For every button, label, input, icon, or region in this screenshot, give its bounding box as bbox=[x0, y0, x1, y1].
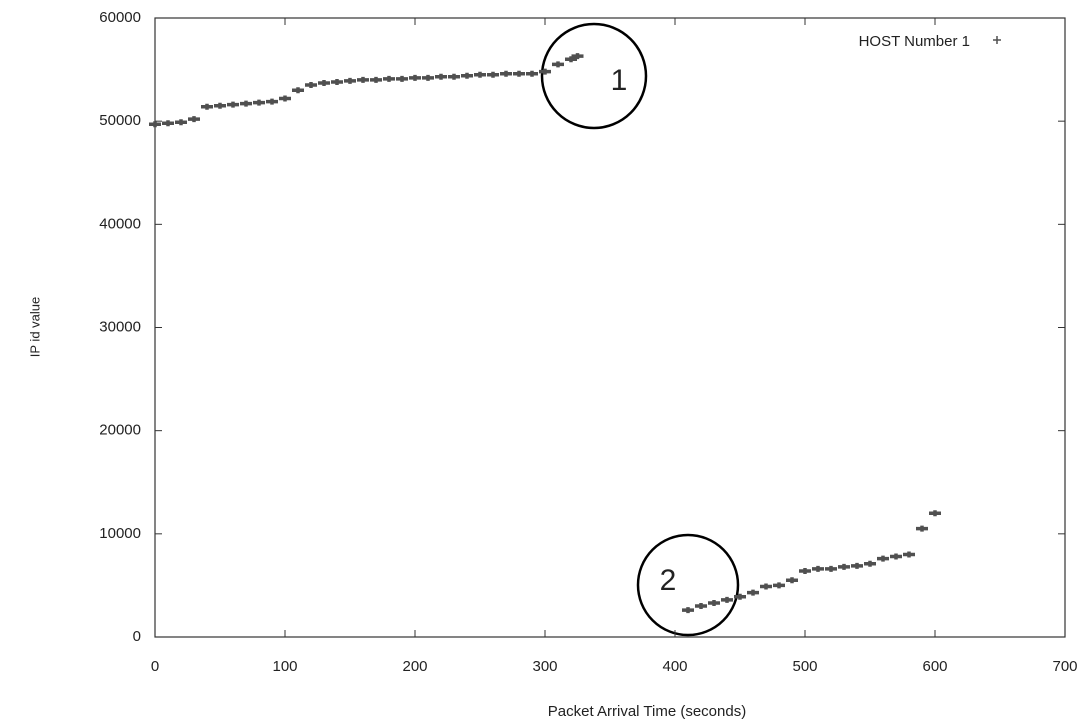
point bbox=[227, 101, 239, 108]
point bbox=[565, 56, 577, 63]
y-tick-label: 60000 bbox=[99, 9, 141, 26]
point bbox=[552, 61, 564, 68]
legend-label: HOST Number 1 bbox=[859, 33, 970, 50]
point bbox=[890, 553, 902, 560]
point bbox=[474, 71, 486, 78]
point bbox=[812, 565, 824, 572]
point bbox=[526, 70, 538, 77]
x-axis-label: Packet Arrival Time (seconds) bbox=[548, 703, 746, 720]
point bbox=[799, 567, 811, 574]
annotation: 1 bbox=[611, 64, 628, 97]
point bbox=[409, 74, 421, 81]
point bbox=[877, 555, 889, 562]
point bbox=[305, 82, 317, 89]
x-tick-label: 700 bbox=[1052, 658, 1077, 675]
point bbox=[864, 560, 876, 567]
point bbox=[201, 103, 213, 110]
point bbox=[357, 76, 369, 83]
point bbox=[253, 99, 265, 106]
point bbox=[487, 71, 499, 78]
point bbox=[292, 87, 304, 94]
point bbox=[240, 100, 252, 107]
x-tick-label: 500 bbox=[792, 658, 817, 675]
annotation: 2 bbox=[660, 564, 677, 597]
point bbox=[786, 577, 798, 584]
point bbox=[571, 53, 584, 60]
point bbox=[760, 583, 772, 590]
point bbox=[175, 119, 187, 126]
point bbox=[708, 599, 720, 606]
point bbox=[331, 78, 343, 85]
x-tick-label: 600 bbox=[922, 658, 947, 675]
legend-marker bbox=[993, 36, 1001, 44]
point bbox=[461, 72, 473, 79]
point bbox=[448, 73, 460, 80]
point bbox=[214, 102, 226, 109]
point bbox=[435, 73, 447, 80]
point bbox=[916, 525, 928, 532]
point bbox=[370, 76, 382, 83]
point bbox=[773, 582, 785, 589]
point bbox=[903, 551, 915, 558]
point bbox=[344, 77, 356, 84]
point bbox=[422, 74, 434, 81]
point bbox=[929, 510, 941, 517]
annotation-circle bbox=[636, 533, 740, 637]
point bbox=[838, 563, 850, 570]
y-tick-label: 20000 bbox=[99, 422, 141, 439]
point bbox=[162, 120, 174, 127]
point bbox=[500, 70, 512, 77]
point bbox=[721, 596, 733, 603]
point bbox=[825, 565, 837, 572]
point bbox=[747, 589, 759, 596]
point bbox=[383, 75, 395, 82]
y-tick-label: 40000 bbox=[99, 215, 141, 232]
plot-frame bbox=[154, 17, 1066, 638]
x-tick-label: 400 bbox=[662, 658, 687, 675]
point bbox=[513, 70, 525, 77]
point bbox=[734, 593, 746, 600]
x-tick-label: 200 bbox=[402, 658, 427, 675]
x-tick-label: 0 bbox=[151, 658, 159, 675]
y-tick-label: 0 bbox=[133, 628, 141, 645]
y-tick-label: 10000 bbox=[99, 525, 141, 542]
point bbox=[695, 603, 707, 610]
point bbox=[266, 98, 278, 105]
point bbox=[396, 75, 408, 82]
y-tick-label: 50000 bbox=[99, 112, 141, 129]
y-tick-label: 30000 bbox=[99, 318, 141, 335]
y-axis-label: IP id value bbox=[27, 297, 42, 357]
point bbox=[318, 79, 330, 86]
point bbox=[149, 121, 161, 128]
point bbox=[851, 562, 863, 569]
x-tick-label: 100 bbox=[272, 658, 297, 675]
annotation-circle bbox=[540, 22, 648, 130]
point bbox=[279, 95, 291, 102]
point bbox=[682, 607, 694, 614]
point bbox=[188, 116, 200, 123]
x-tick-label: 300 bbox=[532, 658, 557, 675]
point bbox=[539, 68, 551, 75]
